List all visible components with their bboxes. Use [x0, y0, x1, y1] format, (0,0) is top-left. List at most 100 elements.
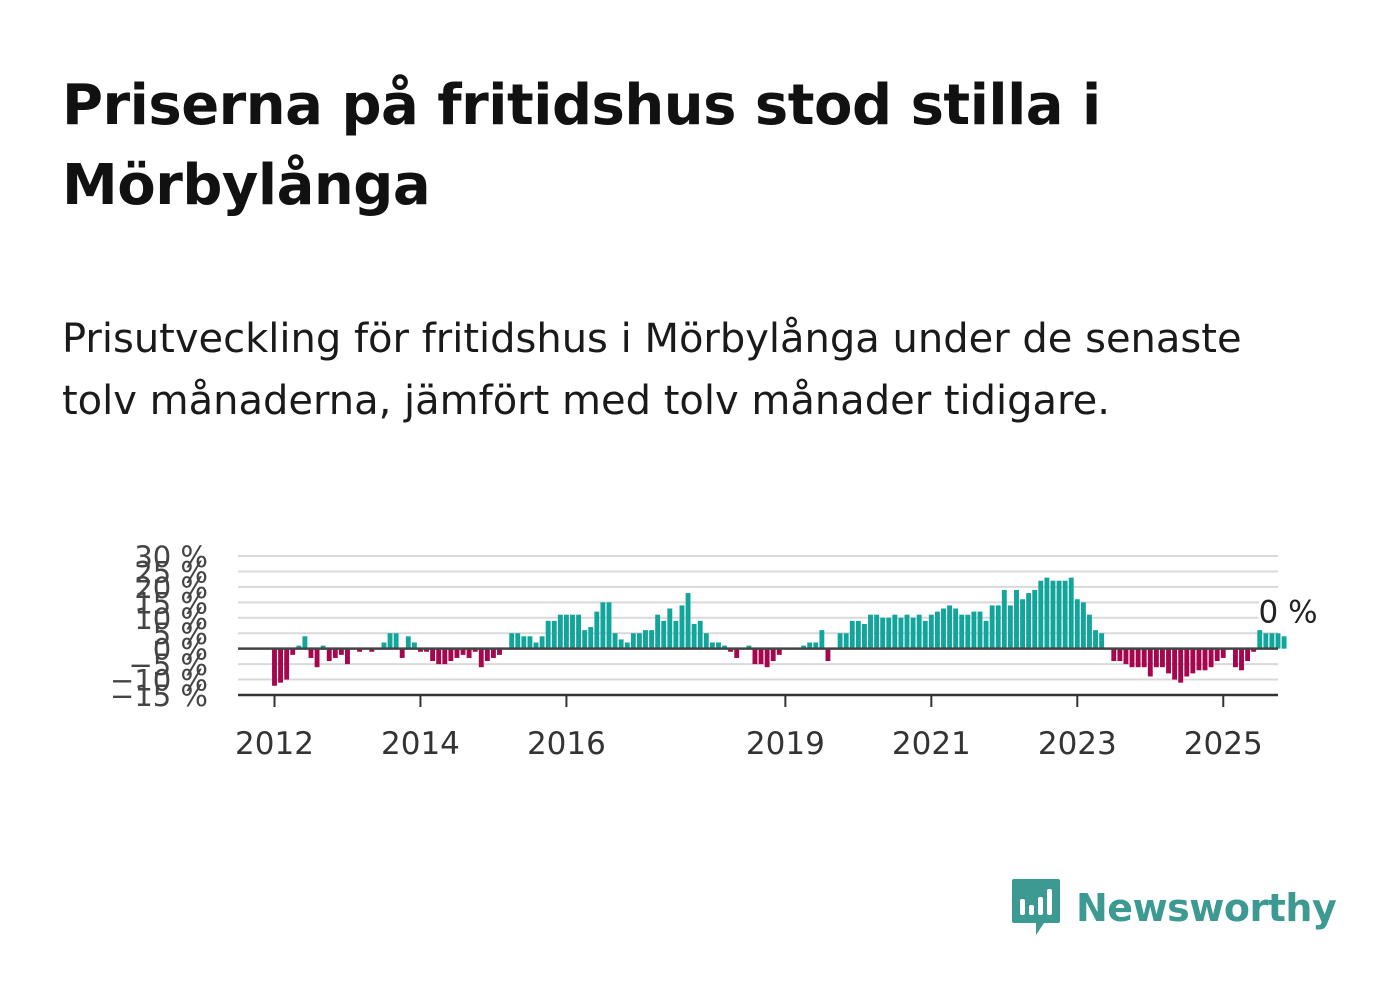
bar: [1251, 648, 1257, 652]
bar: [387, 633, 393, 649]
bar: [484, 648, 490, 662]
bar: [1050, 580, 1056, 649]
bar: [1068, 577, 1074, 649]
bar: [752, 648, 758, 665]
bar: [411, 642, 417, 649]
bar: [649, 630, 655, 649]
bar: [393, 633, 399, 649]
bar: [746, 645, 752, 649]
bar: [418, 648, 423, 652]
x-tick-label: 2023: [1038, 726, 1117, 762]
bar: [1014, 589, 1019, 649]
bar: [557, 614, 563, 649]
bar: [959, 614, 965, 649]
y-tick-label: −15 %: [110, 679, 208, 713]
newsworthy-logo-icon: [1012, 879, 1060, 935]
bar: [655, 614, 661, 649]
bar: [326, 648, 332, 662]
bar: [460, 648, 466, 655]
y-tick-label: 10 %: [134, 602, 208, 636]
bar: [1166, 648, 1171, 674]
bar: [1232, 648, 1238, 668]
bar: [1056, 580, 1062, 649]
bar: [934, 611, 940, 649]
bar: [673, 620, 679, 649]
bar: [539, 636, 545, 649]
bar: [636, 633, 642, 649]
bar: [922, 620, 928, 649]
bar: [1020, 599, 1025, 649]
bar: [1001, 589, 1007, 649]
bar: [691, 623, 697, 649]
bar: [296, 645, 302, 649]
axes: [238, 647, 1278, 697]
bar: [1123, 648, 1129, 665]
bar: [971, 611, 977, 649]
bar: [1220, 648, 1226, 658]
bar: [855, 620, 861, 649]
y-tick-label: 5 %: [153, 617, 208, 651]
bar: [466, 648, 472, 658]
bar: [697, 620, 703, 649]
bar: [369, 648, 375, 652]
bar: [545, 620, 551, 649]
bar: [880, 617, 886, 649]
bar: [278, 648, 284, 683]
bar: [308, 648, 314, 658]
bar: [1111, 648, 1117, 662]
bar: [1153, 648, 1159, 668]
bar: [813, 642, 819, 649]
x-tick-label: 2021: [892, 726, 971, 762]
x-tick-label: 2016: [527, 726, 606, 762]
chart-subtitle: Prisutveckling för fritidshus i Mörbylån…: [62, 316, 1242, 424]
x-tick-label: 2019: [746, 726, 825, 762]
bar: [509, 633, 515, 649]
bar: [703, 633, 709, 649]
bar: [758, 648, 764, 665]
bar: [594, 611, 600, 649]
bar: [995, 605, 1001, 649]
bar: [1257, 630, 1263, 649]
bar: [1093, 630, 1098, 649]
bar: [442, 648, 448, 665]
bar: [357, 648, 363, 652]
bar: [685, 593, 691, 649]
bar: [338, 648, 344, 655]
bar: [728, 648, 734, 652]
bars: [272, 577, 1287, 686]
bar: [892, 614, 898, 649]
bar: [1281, 636, 1287, 649]
bar: [399, 648, 405, 658]
bar: [868, 614, 873, 649]
bar: [1038, 580, 1044, 649]
bar: [1044, 577, 1050, 649]
bar: [1214, 648, 1220, 662]
bar: [478, 648, 484, 668]
bar: [582, 630, 588, 649]
bar: [1263, 633, 1269, 649]
bar: [764, 648, 770, 668]
value-labels: 0 %: [1256, 591, 1321, 633]
bar: [1117, 648, 1123, 662]
chart-title: Priserna på fritidshus stod stilla i Mör…: [62, 73, 1101, 218]
bar: [1178, 648, 1184, 683]
bar: [405, 636, 411, 649]
bar: [1245, 648, 1251, 662]
bar: [874, 614, 880, 649]
bar: [381, 642, 387, 649]
bar: [965, 614, 971, 649]
bar: [576, 614, 582, 649]
bar: [1129, 648, 1135, 668]
bar: [290, 648, 296, 655]
bar: [1160, 648, 1165, 668]
bar: [1141, 648, 1147, 668]
bar: [776, 648, 782, 655]
brand-name: Newsworthy: [1076, 886, 1337, 930]
bar: [661, 620, 667, 649]
y-tick-label: −10 %: [110, 664, 208, 698]
bar: [953, 608, 959, 649]
bar: [1087, 614, 1092, 649]
bar: [819, 630, 825, 649]
bar: [1147, 648, 1153, 677]
bar: [527, 636, 533, 649]
